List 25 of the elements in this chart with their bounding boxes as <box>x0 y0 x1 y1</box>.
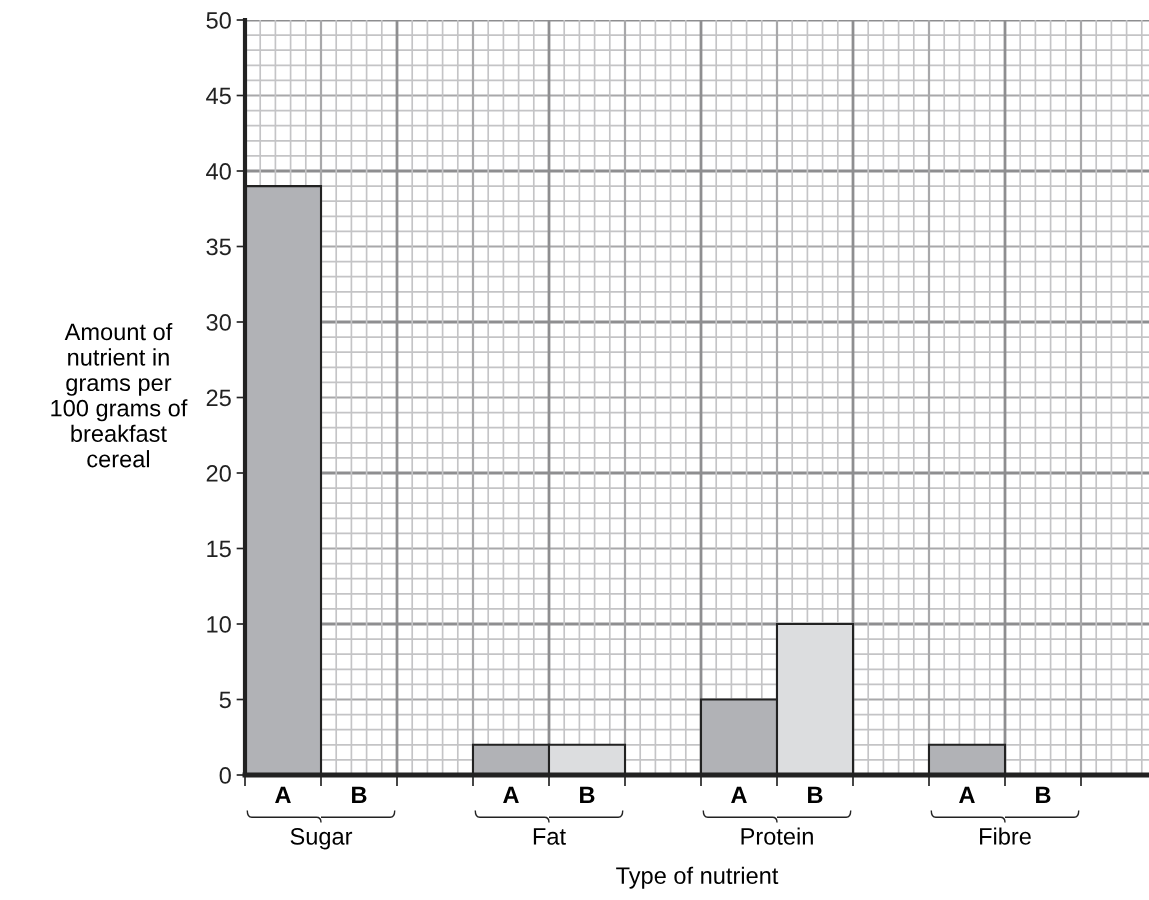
y-tick-label: 30 <box>206 314 231 331</box>
text: A <box>503 786 519 803</box>
x-tick-label: Protein <box>741 827 813 845</box>
text: A <box>731 786 747 803</box>
y-tick-label: 45 <box>206 87 231 105</box>
y-tick-label: 25 <box>206 389 231 407</box>
text: B <box>352 786 367 803</box>
x-tick-label: Fat <box>533 828 566 845</box>
y-tick-label: 50 <box>206 12 231 29</box>
legend-label: B <box>580 786 595 803</box>
y-tick-label: 15 <box>207 540 231 558</box>
y-tick-label: 10 <box>207 616 231 633</box>
x-tick-label: Fibre <box>980 827 1031 845</box>
text: B <box>1036 786 1051 803</box>
y-tick-label: 5 <box>219 691 231 709</box>
x-tick-label: Sugar <box>290 828 353 850</box>
y-tick-label: 35 <box>206 238 231 256</box>
text: B <box>808 786 823 803</box>
y-tick-label: 20 <box>206 465 231 482</box>
y-axis-title: Amount of nutrient in grams per 100 grams of breakfast cereal <box>51 322 188 468</box>
x-axis-title: Type of nutrient <box>616 866 779 889</box>
legend-label: A <box>275 786 291 803</box>
y-tick-label: 0 <box>219 767 231 784</box>
text: A <box>959 786 975 803</box>
y-tick-label: 40 <box>206 163 231 180</box>
